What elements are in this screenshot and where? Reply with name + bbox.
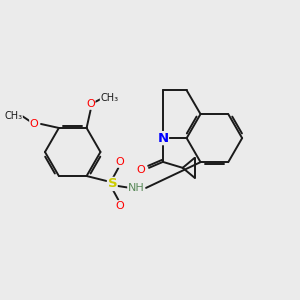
Text: CH₃: CH₃ [4,111,22,121]
Text: CH₃: CH₃ [100,93,118,103]
Text: O: O [30,119,38,129]
Text: S: S [107,177,117,190]
Text: O: O [137,165,146,175]
Text: N: N [157,132,168,145]
Text: O: O [115,157,124,167]
Text: O: O [86,99,95,109]
Text: O: O [115,201,124,211]
Text: NH: NH [128,183,145,193]
